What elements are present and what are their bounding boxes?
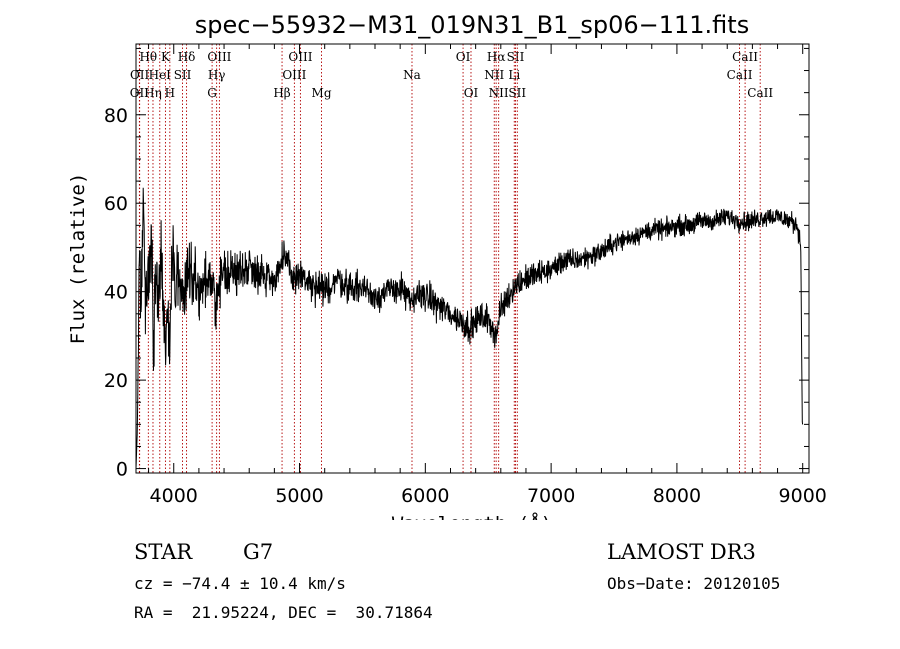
spectral-line-label: Hβ: [273, 86, 290, 100]
spectral-line-label: CaII: [732, 50, 758, 64]
y-tick-label: 20: [104, 370, 128, 392]
spectral-line-label: CaII: [727, 68, 753, 82]
spectral-line-label: NII: [484, 68, 504, 82]
object-class: STAR: [134, 540, 193, 564]
y-axis-label: Flux (relative): [67, 173, 89, 345]
spectral-line-label: OIII: [207, 50, 231, 64]
x-tick-label: 5000: [275, 485, 323, 507]
spectrum-line: [135, 187, 804, 469]
x-tick-label: 7000: [527, 485, 575, 507]
spectral-line-label: Hγ: [208, 68, 226, 82]
x-tick-label: 4000: [150, 485, 198, 507]
y-tick-label: 60: [104, 193, 128, 215]
spectrum-chart: spec−55932−M31_019N31_B1_sp06−111.fits O…: [67, 11, 827, 520]
spectral-line-label: CaII: [747, 86, 773, 100]
survey-name: LAMOST DR3: [607, 540, 756, 564]
obs-date-line: Obs−Date: 20120105: [607, 574, 781, 593]
spectral-line-label: Hη: [144, 86, 162, 100]
y-tick-label: 80: [104, 105, 128, 127]
tick-labels: 4000 5000 6000 7000 8000 9000 0 20 40 60 80: [104, 105, 827, 507]
coordinates-line: RA = 21.95224, DEC = 30.71864: [134, 603, 433, 622]
x-axis-label: Wavelength (Å): [392, 512, 552, 520]
spectral-line-label: Mg: [312, 86, 332, 100]
spectral-lines: OIIOIIHθHηHeIKHSIIHδGHγOIIIHβOIIIOIIIMgN…: [130, 44, 773, 473]
spectral-line-label: Hα: [487, 50, 506, 64]
axis-ticks: [136, 44, 809, 473]
spectral-line-label: OII: [130, 68, 150, 82]
x-tick-label: 6000: [401, 485, 449, 507]
spectral-line-label: OIII: [288, 50, 312, 64]
spectral-line-label: Li: [508, 68, 520, 82]
x-tick-label: 9000: [779, 485, 827, 507]
spectral-line-label: HeI: [149, 68, 172, 82]
y-tick-label: 40: [104, 282, 128, 304]
spectral-line-label: SII: [174, 68, 192, 82]
spectral-line-label: Hθ: [139, 50, 157, 64]
object-subclass: G7: [243, 540, 274, 564]
spectral-line-label: OIII: [282, 68, 306, 82]
spectral-line-label: SII: [507, 50, 525, 64]
spectral-line-label: NII: [489, 86, 509, 100]
spectral-line-label: K: [161, 50, 171, 64]
spectral-line-label: OI: [464, 86, 479, 100]
spectral-line-label: H: [165, 86, 175, 100]
y-tick-label: 0: [116, 459, 128, 481]
spectral-line-label: Na: [403, 68, 421, 82]
spectral-line-label: SII: [508, 86, 526, 100]
spectral-line-label: G: [207, 86, 217, 100]
redshift-line: cz = −74.4 ± 10.4 km/s: [134, 574, 346, 593]
spectral-line-label: Hδ: [178, 50, 196, 64]
plot-frame: [135, 43, 810, 474]
spectral-line-label: OI: [456, 50, 471, 64]
x-tick-label: 8000: [653, 485, 701, 507]
chart-title: spec−55932−M31_019N31_B1_sp06−111.fits: [195, 11, 749, 39]
